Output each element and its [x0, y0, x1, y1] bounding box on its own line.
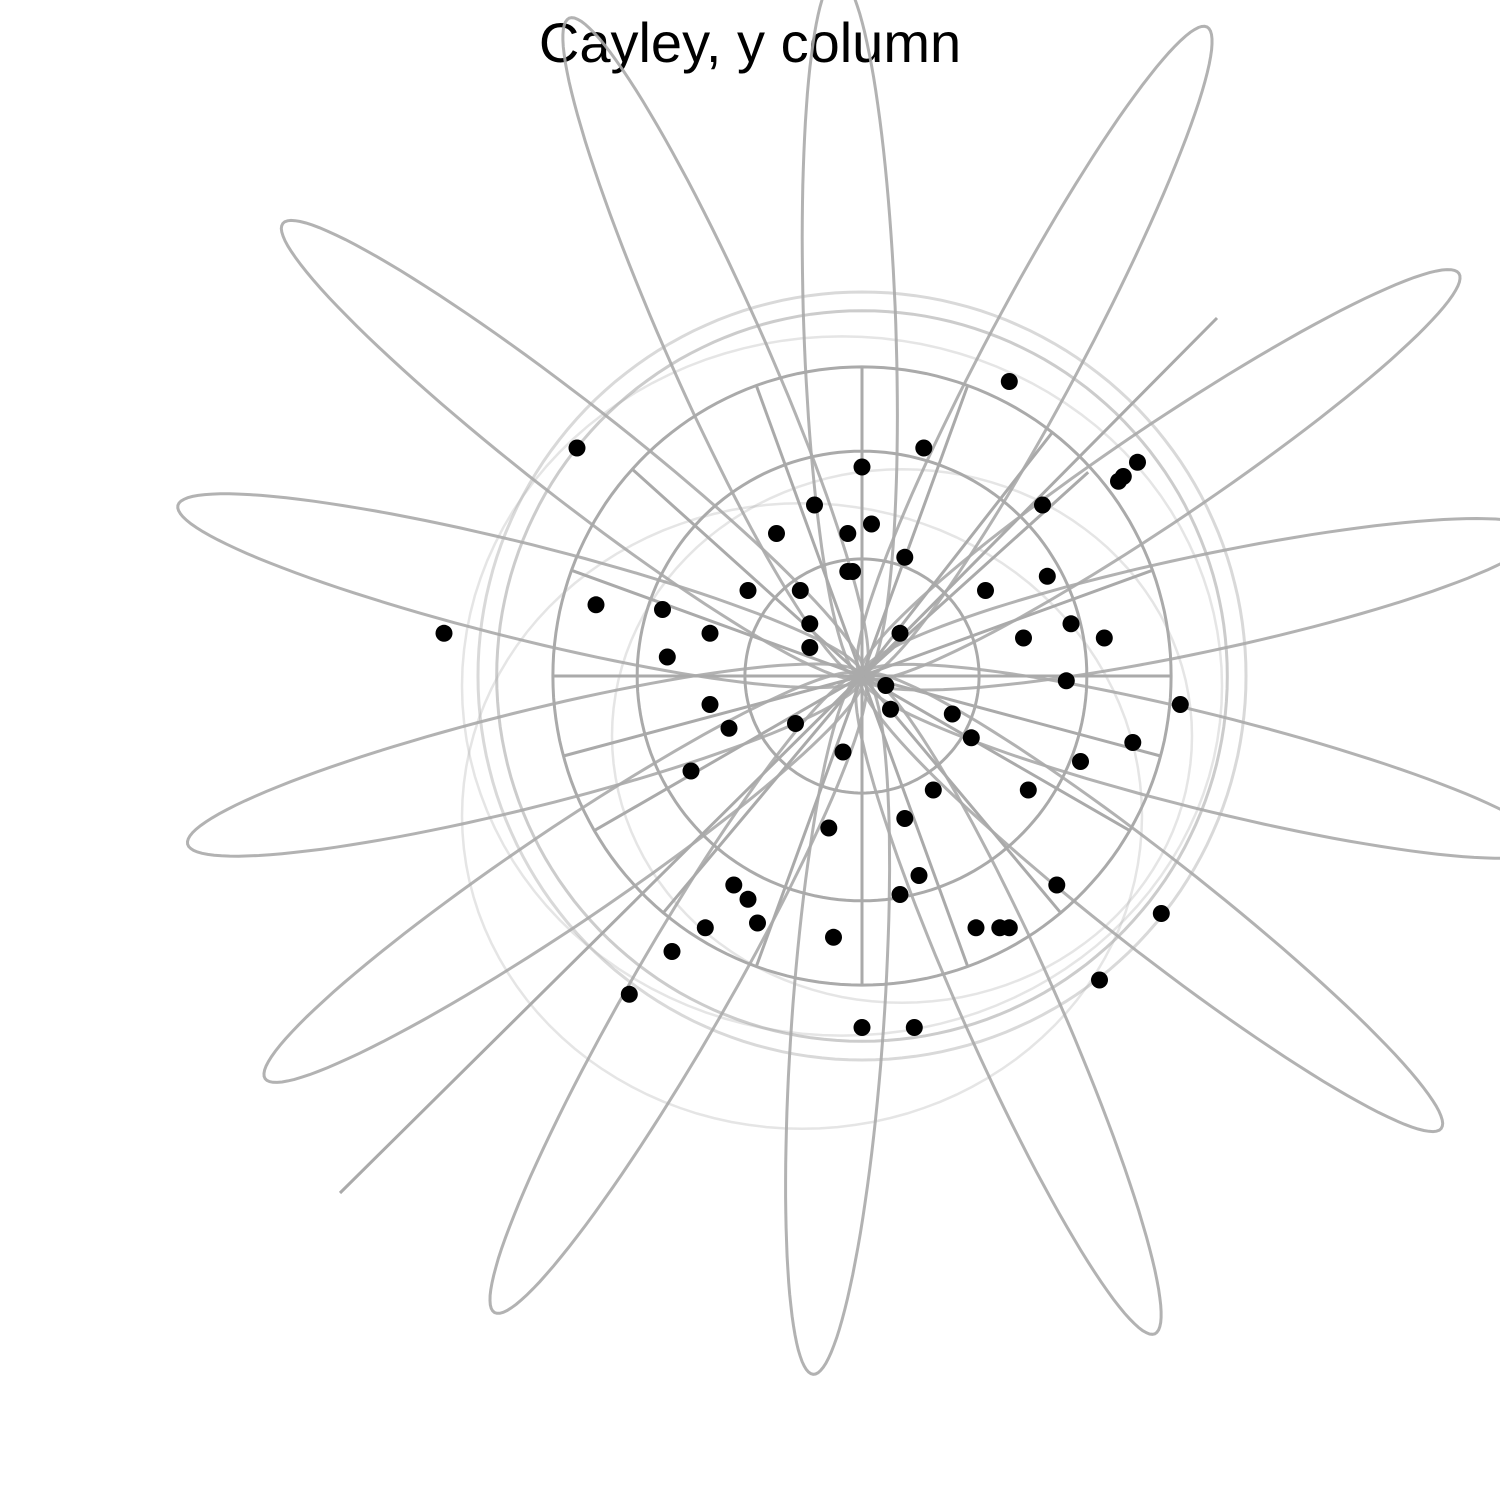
data-point	[1129, 453, 1146, 471]
chart-title: Cayley, y column	[538, 11, 962, 74]
data-point	[910, 867, 928, 884]
grid-front	[338, 290, 1248, 1195]
data-point	[568, 439, 586, 457]
data-point	[801, 639, 819, 656]
grid-meridian	[262, 670, 865, 1084]
data-point	[739, 582, 757, 599]
data-point	[1124, 734, 1142, 751]
grid-back	[176, 0, 1500, 1376]
data-point	[768, 525, 785, 542]
grid-spoke	[563, 674, 863, 758]
data-point	[587, 596, 605, 614]
data-point	[977, 582, 994, 599]
data-point	[787, 715, 804, 732]
data-point	[658, 648, 676, 666]
grid-spoke	[754, 384, 864, 677]
data-point	[701, 696, 719, 713]
data-point	[1048, 876, 1066, 894]
data-point	[1062, 615, 1080, 633]
data-point	[853, 1019, 871, 1036]
data-point	[1038, 567, 1056, 585]
grid-spoke	[860, 384, 970, 677]
data-point	[696, 919, 714, 937]
grid-spoke	[861, 674, 1161, 758]
grid-spoke	[861, 568, 1154, 678]
data-point	[1171, 696, 1189, 713]
grid-spoke	[338, 674, 864, 1195]
grid-spoke	[860, 675, 970, 968]
data-point	[891, 886, 909, 903]
data-point	[663, 943, 681, 960]
data-point	[896, 810, 914, 827]
data-point	[682, 762, 700, 780]
data-point	[654, 601, 671, 618]
data-points	[435, 373, 1189, 1036]
data-point	[967, 919, 985, 937]
grid-meridian	[185, 662, 864, 858]
data-point	[1000, 373, 1018, 390]
grid-spoke	[631, 468, 864, 678]
data-point	[882, 700, 899, 718]
data-point	[1015, 629, 1032, 647]
grid-spoke	[754, 675, 864, 968]
data-point	[825, 928, 842, 946]
grid-ring	[476, 290, 1248, 1062]
data-point	[820, 819, 838, 837]
data-point	[891, 624, 909, 642]
data-point	[1072, 753, 1089, 770]
data-point	[620, 985, 638, 1003]
data-point	[1152, 905, 1170, 922]
data-point	[791, 582, 809, 599]
data-point	[943, 705, 961, 723]
grid-meridian	[858, 671, 1445, 1134]
data-point	[435, 624, 453, 642]
grid-spoke	[861, 674, 1131, 832]
data-point	[839, 525, 857, 542]
grid-meridian	[855, 24, 1214, 679]
data-point	[905, 1019, 923, 1036]
data-point	[701, 624, 719, 642]
grid-ring	[495, 309, 1229, 1043]
data-point	[1057, 672, 1075, 690]
grid-meridian	[176, 492, 864, 690]
grid-meridian	[860, 662, 1500, 860]
data-point	[801, 615, 819, 633]
data-point	[991, 919, 1009, 937]
grid-back-arc	[460, 501, 1144, 1131]
grid-spoke	[662, 675, 864, 914]
data-point	[962, 729, 980, 747]
data-point	[720, 719, 738, 737]
grid-spoke	[860, 316, 1219, 678]
grid-back-arc	[460, 335, 1224, 1037]
grid-meridian	[561, 16, 870, 679]
data-point	[844, 563, 861, 580]
data-point	[1034, 496, 1051, 514]
grid-meridian	[854, 673, 1163, 1336]
data-point	[1091, 971, 1108, 989]
data-point	[1019, 781, 1037, 799]
grid-spoke	[593, 674, 863, 832]
data-point	[853, 458, 871, 476]
grid-meridian	[279, 218, 866, 681]
data-point	[877, 677, 895, 694]
grid-spoke	[570, 568, 863, 678]
data-point	[834, 743, 852, 761]
data-point	[1114, 468, 1132, 485]
data-point	[896, 548, 914, 566]
grid-meridian	[488, 673, 869, 1315]
data-point	[924, 781, 942, 799]
data-point	[749, 914, 766, 932]
data-point	[806, 496, 823, 514]
grid-meridian	[859, 268, 1462, 682]
grid-meridian	[860, 516, 1500, 692]
data-point	[915, 439, 933, 457]
data-point	[1095, 629, 1113, 647]
data-point	[739, 890, 757, 908]
data-point	[863, 515, 880, 533]
data-point	[725, 876, 743, 894]
